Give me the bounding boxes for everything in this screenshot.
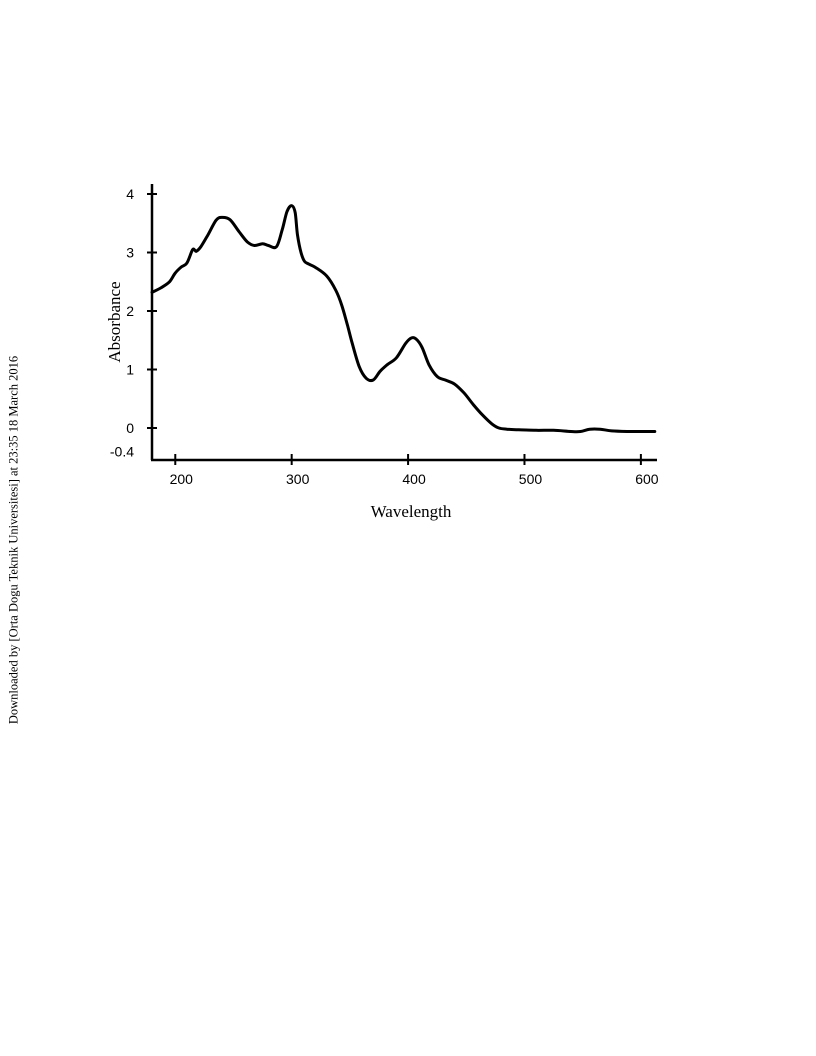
x-tick-label: 500 [519, 471, 543, 487]
y-axis-title: Absorbance [105, 281, 124, 362]
x-tick-label: 600 [635, 471, 659, 487]
x-tick-label: 400 [402, 471, 426, 487]
x-tick-label: 200 [170, 471, 194, 487]
y-tick-label: 3 [126, 245, 134, 261]
x-axis-title: Wavelength [371, 502, 452, 521]
y-tick-label: 0 [126, 420, 134, 436]
y-tick-label: 2 [126, 303, 134, 319]
chart-series [150, 204, 657, 434]
chart-ticks: -0.4 0 1 2 3 4 200 300 400 500 600 [110, 186, 659, 487]
x-tick-label: 300 [286, 471, 310, 487]
chart-axes [150, 184, 657, 462]
y-tick-label: 1 [126, 362, 134, 378]
y-tick-label: 4 [126, 186, 134, 202]
y-tick-label: -0.4 [110, 443, 134, 459]
absorbance-line [150, 204, 657, 434]
